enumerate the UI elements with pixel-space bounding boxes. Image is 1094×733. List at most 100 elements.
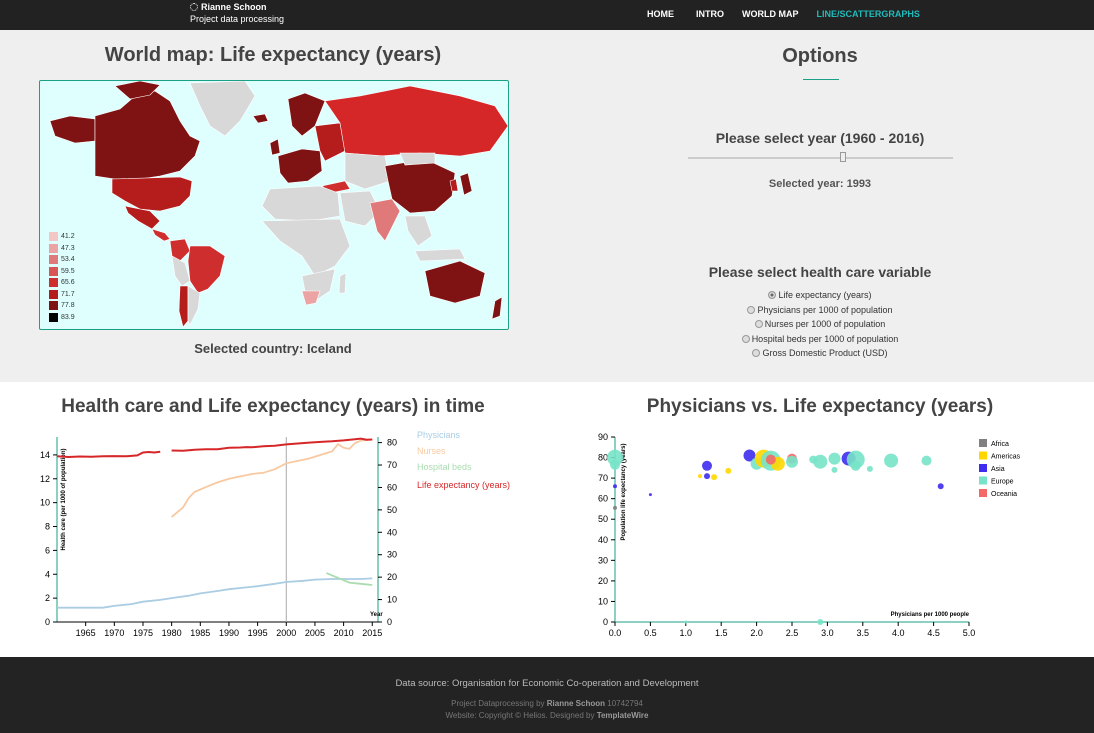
country-brazil[interactable] [187, 245, 226, 294]
country-central-america[interactable] [151, 228, 171, 242]
legend-label: 41.2 [61, 233, 75, 241]
country-north-africa[interactable] [261, 185, 341, 222]
project-credit: Project Dataprocessing by Rianne Schoon … [0, 699, 1094, 708]
x-tick-label: 1995 [248, 628, 268, 638]
series-line [171, 437, 373, 452]
country-central-africa[interactable] [261, 218, 351, 277]
brand[interactable]: Rianne Schoon Project data processing [190, 1, 284, 25]
legend-swatch [979, 464, 987, 472]
y-right-tick-label: 70 [387, 460, 397, 470]
x-tick-label: 4.5 [927, 628, 940, 638]
y-tick-label: 20 [598, 576, 608, 586]
legend-swatch [49, 301, 58, 311]
country-russia[interactable] [324, 85, 508, 157]
country-usa[interactable] [111, 176, 193, 212]
country-korea[interactable] [449, 178, 459, 192]
legend-swatch [49, 243, 58, 253]
y-tick-label: 40 [598, 535, 608, 545]
country-indonesia[interactable] [414, 248, 466, 262]
legend-entry: Physicians [417, 430, 461, 440]
scatter-point [765, 454, 776, 465]
nav-home[interactable]: HOME [647, 9, 674, 19]
country-peru[interactable] [171, 255, 191, 287]
country-southeast-asia[interactable] [404, 215, 433, 247]
y-right-tick-label: 30 [387, 550, 397, 560]
x-tick-label: 2005 [305, 628, 325, 638]
scatter-chart-title: Physicians vs. Life expectancy (years) [646, 396, 994, 417]
series-line [326, 572, 373, 586]
scatter-point [607, 449, 623, 466]
world-map-svg[interactable] [40, 81, 508, 329]
health-variable-title: Please select health care variable [708, 264, 932, 280]
country-mongolia[interactable] [399, 152, 436, 166]
website-designer[interactable]: TemplateWire [596, 711, 649, 720]
country-argentina[interactable] [187, 285, 201, 326]
legend-label: 59.5 [61, 267, 75, 275]
country-south-africa[interactable] [301, 290, 321, 306]
country-greenland[interactable] [189, 81, 256, 137]
country-india[interactable] [369, 198, 401, 242]
x-tick-label: 2010 [334, 628, 354, 638]
x-tick-label: 2.5 [786, 628, 799, 638]
year-select-title: Please select year (1960 - 2016) [715, 130, 925, 146]
country-usa-alaska[interactable] [49, 115, 96, 144]
radio-button[interactable] [754, 320, 763, 329]
nav-intro[interactable]: INTRO [696, 9, 724, 19]
scatter-chart[interactable]: 0 10 20 30 40 50 60 70 80 90 0.0 0.5 1.0 1.5 2.0 2.5 3.0… [547, 397, 1094, 657]
country-western-europe[interactable] [277, 148, 323, 184]
country-middle-east[interactable] [339, 190, 381, 227]
line-chart[interactable]: 0 2 4 6 8 10 12 14 0 10 20 30 40 50 60 70 80 1965 1970 1975… [0, 397, 546, 657]
x-tick-label: 1980 [162, 628, 182, 638]
y-axis-label: Health care (per 1000 of population) [61, 448, 67, 550]
radio-option[interactable]: Hospital beds per 1000 of population [547, 332, 1093, 347]
legend-swatch [49, 289, 58, 299]
country-uk[interactable] [269, 138, 281, 156]
radio-option[interactable]: Physicians per 1000 of population [547, 303, 1093, 318]
country-new-zealand[interactable] [491, 296, 503, 320]
x-tick-label: 3.0 [821, 628, 834, 638]
radio-option[interactable]: Life expectancy (years) [547, 288, 1093, 303]
y-axis-label: Population life expectancy (years) [621, 443, 627, 540]
country-chile[interactable] [178, 285, 189, 328]
country-canada[interactable] [94, 90, 201, 180]
radio-button[interactable] [768, 291, 777, 300]
country-australia[interactable] [424, 260, 486, 304]
world-map[interactable]: 41.2 47.3 53.4 59.5 65.6 71.7 77.8 83.9 [39, 80, 509, 330]
line-chart-title: Health care and Life expectancy (years) … [61, 396, 485, 417]
health-variable-radio-group: Life expectancy (years) Physicians per 1… [547, 288, 1093, 361]
country-iceland[interactable] [252, 113, 269, 124]
x-tick-label: 1975 [133, 628, 153, 638]
selected-year: Selected year: 1993 [768, 178, 872, 190]
nav-line-scattergraphs[interactable]: LINE/SCATTERGRAPHS [816, 9, 920, 19]
country-colombia[interactable] [169, 238, 191, 262]
radio-option[interactable]: Nurses per 1000 of population [547, 317, 1093, 332]
legend-entry: Nurses [417, 446, 446, 456]
country-eastern-europe[interactable] [314, 122, 346, 162]
legend-label: 47.3 [61, 244, 75, 252]
radio-button[interactable] [741, 334, 750, 343]
navbar: Rianne Schoon Project data processing HO… [0, 0, 1094, 30]
scatter-point [610, 459, 620, 470]
y-tick-label: 60 [598, 494, 608, 504]
radio-button[interactable] [752, 349, 761, 358]
data-source-link[interactable]: Organisation for Economic Co-operation a… [451, 678, 699, 689]
scatter-point [711, 474, 718, 481]
legend-swatch [49, 255, 58, 265]
y-tick-label: 10 [40, 498, 50, 508]
nav-world-map[interactable]: WORLD MAP [742, 9, 799, 19]
legend-swatch [49, 278, 58, 288]
radio-button[interactable] [747, 305, 756, 314]
country-china[interactable] [384, 158, 456, 214]
legend-swatch [979, 489, 987, 497]
y-right-tick-label: 20 [387, 572, 397, 582]
website-prefix: Website: Copyright © Helios. Designed by [445, 711, 595, 720]
radio-option[interactable]: Gross Domestic Product (USD) [547, 346, 1093, 361]
country-madagascar[interactable] [338, 272, 347, 294]
legend-label: 71.7 [61, 290, 75, 298]
country-japan[interactable] [459, 172, 473, 196]
country-central-asia[interactable] [344, 152, 391, 190]
year-slider-handle[interactable] [840, 152, 846, 162]
country-canada-islands[interactable] [114, 81, 161, 100]
year-slider-track[interactable] [688, 157, 953, 159]
legend-label: Asia [991, 466, 1005, 473]
